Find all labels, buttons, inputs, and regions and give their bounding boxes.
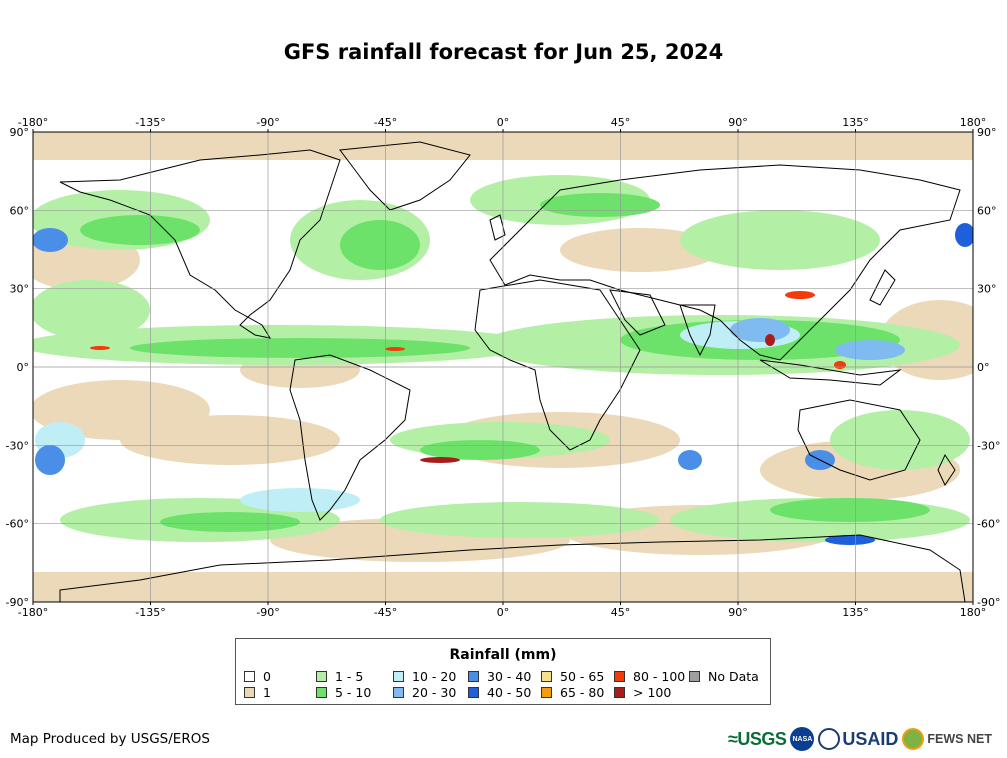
legend-swatch [614,671,625,682]
legend-swatch [244,687,255,698]
south-america-outline [289,354,411,521]
globe-icon [902,728,925,750]
legend-label: > 100 [633,685,672,700]
legend-item: No Data [689,669,759,684]
usgs-logo: ≈USGS [728,728,787,749]
right-lat-label: -60° [977,518,1000,531]
rainfall-map: -180° -180° -135° -135° -90° -90° -45° -45° 0° 0°… [6,116,1001,619]
usaid-logo: USAID [818,728,898,750]
legend-label: 50 - 65 [560,669,605,684]
legend-label: 0 [263,669,271,684]
legend-swatch [541,671,552,682]
legend-item: 65 - 80 [541,685,604,700]
top-lon-label: -135° [135,116,165,129]
legend-swatch [316,671,327,682]
bottom-lon-label: -180° [18,606,48,619]
legend-label: 5 - 10 [335,685,372,700]
legend-item: 1 [244,685,271,700]
bottom-lon-label: 135° [842,606,869,619]
legend-label: No Data [708,669,759,684]
legend-item: 5 - 10 [316,685,371,700]
bottom-lon-label: -135° [135,606,165,619]
legend-item: 10 - 20 [393,669,456,684]
eurasia-outline [489,164,961,361]
nasa-logo: NASA [790,727,815,751]
right-lat-label: -90° [977,596,1000,609]
legend-swatch [393,687,404,698]
left-lat-label: 90° [10,126,30,139]
top-lon-label: 135° [842,116,869,129]
legend-item: 50 - 65 [541,669,604,684]
bottom-lon-label: 45° [611,606,631,619]
top-lon-label: -90° [256,116,279,129]
legend-label: 80 - 100 [633,669,686,684]
legend-item: 0 [244,669,271,684]
legend-label: 1 - 5 [335,669,364,684]
legend-swatch [316,687,327,698]
legend-label: 10 - 20 [412,669,457,684]
left-lat-label: -90° [6,596,29,609]
top-lon-label: 180° [960,116,987,129]
arabia-outline [609,289,666,336]
map-title: GFS rainfall forecast for Jun 25, 2024 [283,40,724,64]
rain-band-heavy [90,291,846,463]
rainfall-field [33,132,973,602]
legend-label: 1 [263,685,271,700]
new-zealand-outline [937,453,956,487]
india-outline [679,304,716,357]
bottom-lon-label: 180° [960,606,987,619]
bottom-lon-label: 0° [497,606,510,619]
legend-swatch [468,687,479,698]
top-lon-label: 90° [728,116,748,129]
legend-swatch [541,687,552,698]
right-lat-label: 60° [977,204,997,217]
right-lat-label: 90° [977,126,997,139]
left-lat-label: 60° [10,204,30,217]
rain-band-10-20mm [35,321,800,512]
legend-swatch [244,671,255,682]
north-america-outline [59,149,341,339]
left-lat-label: 30° [10,283,30,296]
uk-outline [489,214,506,241]
left-lat-label: 0° [17,361,30,374]
left-lat-label: -30° [6,439,29,452]
fews-net-logo: FEWS NET [902,728,992,750]
right-lat-label: 0° [977,361,990,374]
legend-item: 1 - 5 [316,669,363,684]
bottom-lon-label: -90° [256,606,279,619]
legend-swatch [393,671,404,682]
legend-label: 65 - 80 [560,685,605,700]
legend-label: 20 - 30 [412,685,457,700]
australia-outline [797,399,921,481]
right-lat-label: -30° [977,439,1000,452]
left-lat-label: -60° [6,518,29,531]
legend-label: 30 - 40 [487,669,532,684]
legend-label: 40 - 50 [487,685,532,700]
axis-ticks: -180° -180° -135° -135° -90° -90° -45° -45° 0° 0°… [6,116,1001,619]
bottom-lon-label: 90° [728,606,748,619]
japan-outline [869,269,896,306]
partner-logos: ≈USGS NASA USAID FEWS NET [728,724,992,754]
right-lat-label: 30° [977,283,997,296]
legend-item: 30 - 40 [468,669,531,684]
legend-title: Rainfall (mm) [449,647,557,663]
top-lon-label: 0° [497,116,510,129]
legend-swatch [614,687,625,698]
legend-item: 80 - 100 [614,669,685,684]
footer-credit: Map Produced by USGS/EROS [10,731,210,747]
top-lon-label: -180° [18,116,48,129]
legend-item: 20 - 30 [393,685,456,700]
legend-item: > 100 [614,685,671,700]
top-lon-label: -45° [374,116,397,129]
antarctica-outline [59,534,966,602]
legend-swatch [689,671,700,682]
legend-item: 40 - 50 [468,685,531,700]
usaid-seal-icon [818,728,841,750]
graticule [33,132,973,602]
greenland-outline [339,141,471,211]
legend-swatch [468,671,479,682]
bottom-lon-label: -45° [374,606,397,619]
top-lon-label: 45° [611,116,631,129]
